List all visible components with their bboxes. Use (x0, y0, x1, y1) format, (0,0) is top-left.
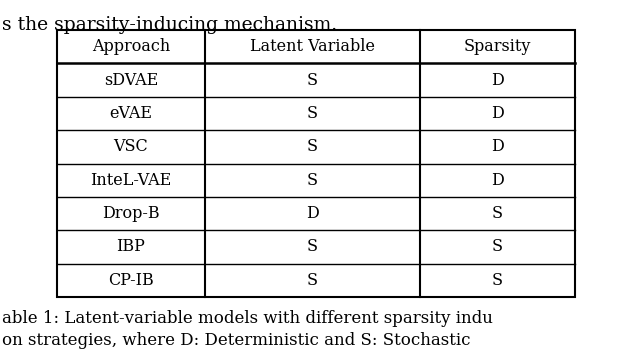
Text: CP-IB: CP-IB (108, 272, 154, 289)
Text: eVAE: eVAE (109, 105, 153, 122)
Text: D: D (491, 138, 503, 155)
Text: able 1: Latent-variable models with different sparsity indu: able 1: Latent-variable models with diff… (2, 310, 493, 327)
Text: S: S (492, 205, 503, 222)
Text: sDVAE: sDVAE (104, 72, 158, 88)
Text: VSC: VSC (113, 138, 148, 155)
Text: D: D (491, 72, 503, 88)
Text: InteL-VAE: InteL-VAE (90, 172, 172, 189)
Text: Sparsity: Sparsity (464, 38, 531, 55)
Text: Drop-B: Drop-B (102, 205, 159, 222)
Text: S: S (307, 172, 317, 189)
Text: S: S (492, 272, 503, 289)
Bar (57, 30, 575, 297)
Text: on strategies, where D: Deterministic and S: Stochastic: on strategies, where D: Deterministic an… (2, 332, 471, 349)
Text: S: S (492, 238, 503, 256)
Text: S: S (307, 105, 317, 122)
Text: D: D (306, 205, 319, 222)
Text: Approach: Approach (92, 38, 170, 55)
Text: D: D (491, 105, 503, 122)
Text: IBP: IBP (117, 238, 145, 256)
Text: S: S (307, 138, 317, 155)
Text: D: D (491, 172, 503, 189)
Text: S: S (307, 272, 317, 289)
Text: S: S (307, 238, 317, 256)
Text: Latent Variable: Latent Variable (250, 38, 374, 55)
Text: s the sparsity-inducing mechanism.: s the sparsity-inducing mechanism. (2, 16, 337, 34)
Text: S: S (307, 72, 317, 88)
